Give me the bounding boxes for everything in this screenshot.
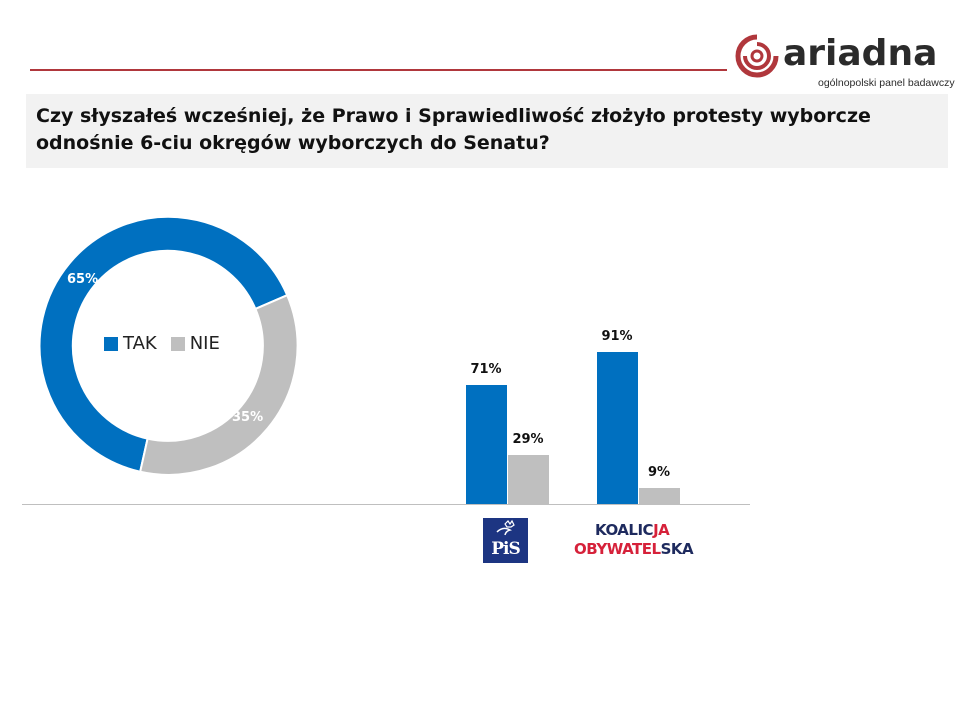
bar-ko-nie	[639, 488, 680, 504]
ko-logo-line2: OBYWATELSKA	[574, 540, 714, 559]
ko-logo-obywatel: OBYWATEL	[574, 540, 661, 558]
legend-item-nie: NIE	[170, 333, 220, 354]
bar-label-ko-tak: 91%	[601, 329, 633, 344]
bar-pis-nie	[508, 455, 549, 504]
legend-label-nie: NIE	[189, 333, 220, 354]
donut-segment-nie	[139, 293, 299, 476]
ko-party-logo: KOALICJA OBYWATELSKA	[574, 521, 714, 559]
bar-label-pis-tak: 71%	[470, 362, 502, 377]
ko-logo-ja: JA	[653, 521, 670, 539]
donut-label-nie: 35%	[232, 410, 264, 425]
chart-baseline	[22, 504, 750, 505]
question-title: Czy słyszałeś wcześniej, że Prawo i Spra…	[36, 105, 871, 154]
question-banner: Czy słyszałeś wcześniej, że Prawo i Spra…	[26, 94, 948, 168]
legend-label-tak: TAK	[123, 333, 157, 354]
donut-label-tak: 65%	[67, 272, 99, 287]
ko-logo-line1: KOALICJA	[574, 521, 714, 540]
donut-segments	[38, 215, 299, 476]
logo-wordmark: ariadna	[783, 33, 938, 74]
donut-segment-tak	[38, 215, 289, 473]
spiral-target-icon	[735, 34, 779, 78]
logo-tagline: ogólnopolski panel badawczy	[818, 77, 955, 89]
bar-label-pis-nie: 29%	[512, 432, 544, 447]
ariadna-logo: ariadna ogólnopolski panel badawczy	[735, 32, 955, 90]
pis-logo-text: PiS	[491, 539, 521, 559]
bar-ko-tak	[597, 352, 638, 504]
header-divider	[30, 69, 727, 71]
legend-item-tak: TAK	[104, 333, 157, 354]
legend-swatch-nie	[170, 336, 185, 351]
legend-swatch-tak	[104, 336, 118, 351]
pis-party-logo: PiS	[483, 518, 528, 563]
eagle-crown-icon	[496, 519, 515, 536]
ko-logo-ska: SKA	[660, 540, 694, 558]
ko-logo-koalic: KOALIC	[595, 521, 654, 539]
chart-legend: TAK NIE	[104, 333, 234, 354]
bar-label-ko-nie: 9%	[647, 465, 671, 480]
bar-pis-tak	[466, 385, 507, 504]
